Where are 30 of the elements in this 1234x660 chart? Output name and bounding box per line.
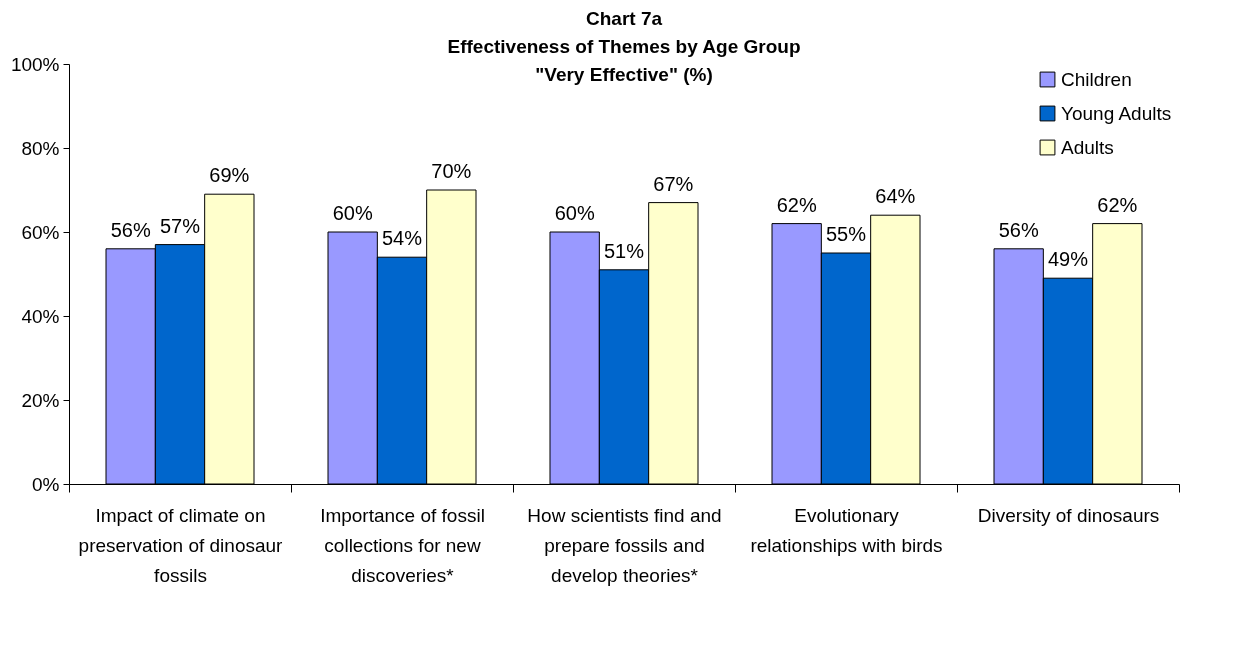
data-label: 55% (825, 223, 867, 245)
data-label: 60% (554, 202, 595, 224)
data-label: 69% (209, 164, 250, 187)
legend-label: Young Adults (1061, 102, 1172, 124)
legend-label: Children (1061, 68, 1132, 90)
data-label: 49% (1047, 248, 1089, 271)
data-label: 70% (431, 160, 472, 182)
data-label: 60% (332, 202, 373, 224)
x-tick-label: How scientists find and prepare fossils and develop theories* (527, 504, 722, 586)
x-tick-label: Importance of fossil collections for new discoveries* (320, 504, 485, 586)
data-label: 67% (653, 172, 694, 195)
chart-title: Chart 7a Effectiveness of Themes by Age Group "Very Effective" (%) (447, 8, 801, 85)
data-label: 57% (159, 214, 201, 237)
data-label: 56% (110, 218, 151, 241)
data-label: 62% (776, 193, 817, 216)
data-label: 51% (603, 239, 645, 262)
x-tick-label: Evolutionary relationships with birds (750, 504, 943, 556)
y-tick-label: 20% (21, 389, 60, 411)
x-tick-label: Diversity of dinosaurs (977, 504, 1160, 526)
y-tick-label: 0% (32, 473, 60, 495)
y-tick-label: 40% (21, 305, 60, 327)
y-tick-label: 80% (21, 137, 60, 159)
y-tick-label: 60% (21, 221, 60, 243)
data-label: 64% (875, 185, 916, 208)
legend-label: Adults (1061, 136, 1114, 158)
y-tick-label: 100% (10, 53, 60, 75)
data-label: 62% (1097, 193, 1138, 216)
x-tick-label: Impact of climate on preservation of dinosaur fossils (78, 504, 284, 586)
data-label: 54% (381, 227, 423, 250)
data-label: 56% (998, 218, 1039, 241)
